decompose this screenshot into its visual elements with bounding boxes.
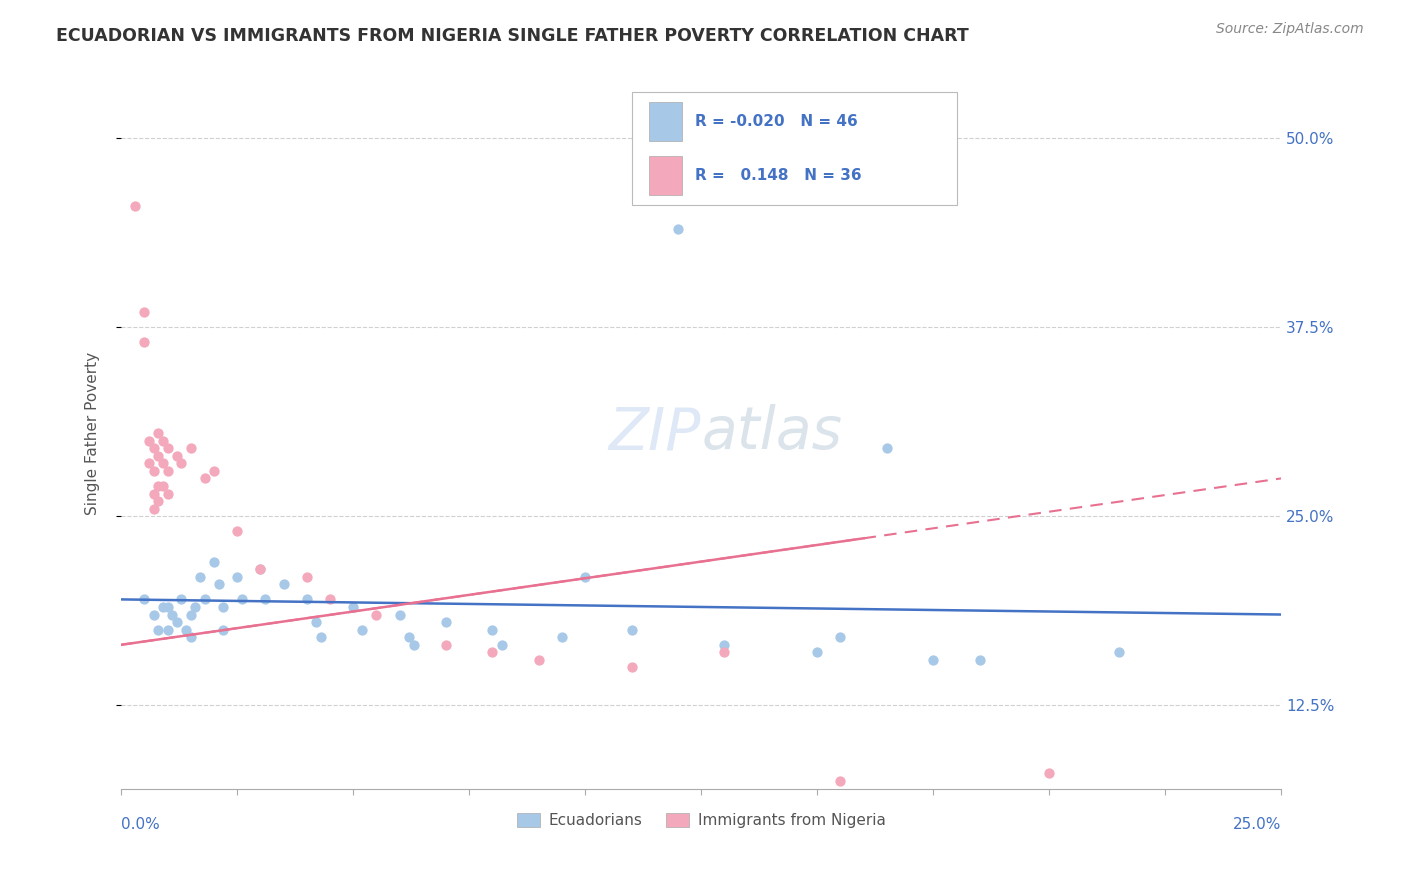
Point xyxy=(253,592,276,607)
Point xyxy=(142,501,165,516)
Point xyxy=(194,471,217,485)
Point xyxy=(551,630,574,644)
Point xyxy=(713,638,735,652)
Point xyxy=(922,653,945,667)
Point xyxy=(160,607,183,622)
Point xyxy=(170,456,193,470)
Point xyxy=(207,577,229,591)
Point xyxy=(148,479,170,493)
Point xyxy=(152,434,174,448)
Point xyxy=(194,592,217,607)
Point xyxy=(574,570,596,584)
Text: ZIP: ZIP xyxy=(609,404,702,461)
Point xyxy=(156,441,179,455)
Bar xyxy=(650,156,682,194)
Point xyxy=(305,615,328,629)
Point xyxy=(180,630,202,644)
Legend: Ecuadorians, Immigrants from Nigeria: Ecuadorians, Immigrants from Nigeria xyxy=(510,807,891,834)
Text: Source: ZipAtlas.com: Source: ZipAtlas.com xyxy=(1216,22,1364,37)
Point xyxy=(202,464,225,478)
Point xyxy=(124,199,146,213)
Point xyxy=(174,623,197,637)
Point xyxy=(309,630,332,644)
Point xyxy=(481,645,503,659)
Point xyxy=(156,623,179,637)
Point xyxy=(148,425,170,440)
Point xyxy=(830,774,852,789)
Point xyxy=(142,486,165,500)
Point xyxy=(188,570,211,584)
Text: atlas: atlas xyxy=(702,404,842,461)
Point xyxy=(527,653,550,667)
Point xyxy=(166,615,188,629)
Point xyxy=(138,456,160,470)
Bar xyxy=(650,103,682,142)
Point xyxy=(170,592,193,607)
Point xyxy=(212,599,235,614)
Point xyxy=(249,562,271,576)
Point xyxy=(830,630,852,644)
Point xyxy=(152,479,174,493)
Point xyxy=(156,599,179,614)
Point xyxy=(156,464,179,478)
Point xyxy=(226,570,249,584)
Point xyxy=(388,607,411,622)
Y-axis label: Single Father Poverty: Single Father Poverty xyxy=(86,351,100,515)
Point xyxy=(876,441,898,455)
FancyBboxPatch shape xyxy=(631,92,956,205)
Text: 0.0%: 0.0% xyxy=(121,817,160,832)
Point xyxy=(295,570,318,584)
Point xyxy=(295,592,318,607)
Point xyxy=(352,623,374,637)
Point xyxy=(1108,645,1130,659)
Point xyxy=(231,592,253,607)
Point xyxy=(249,562,271,576)
Point xyxy=(184,599,207,614)
Point xyxy=(226,524,249,539)
Point xyxy=(180,607,202,622)
Point xyxy=(152,456,174,470)
Point xyxy=(319,592,342,607)
Point xyxy=(142,607,165,622)
Point xyxy=(273,577,295,591)
Point xyxy=(402,638,425,652)
Point xyxy=(434,638,457,652)
Point xyxy=(166,449,188,463)
Point xyxy=(148,623,170,637)
Point xyxy=(138,434,160,448)
Point xyxy=(434,615,457,629)
Point xyxy=(491,638,513,652)
Text: R =   0.148   N = 36: R = 0.148 N = 36 xyxy=(696,168,862,183)
Text: ECUADORIAN VS IMMIGRANTS FROM NIGERIA SINGLE FATHER POVERTY CORRELATION CHART: ECUADORIAN VS IMMIGRANTS FROM NIGERIA SI… xyxy=(56,27,969,45)
Point xyxy=(156,486,179,500)
Point xyxy=(148,494,170,508)
Text: R = -0.020   N = 46: R = -0.020 N = 46 xyxy=(696,114,858,129)
Point xyxy=(134,305,156,319)
Point xyxy=(481,623,503,637)
Point xyxy=(620,623,643,637)
Point xyxy=(806,645,828,659)
Point xyxy=(713,645,735,659)
Point xyxy=(134,592,156,607)
Text: 25.0%: 25.0% xyxy=(1233,817,1281,832)
Point xyxy=(142,464,165,478)
Point xyxy=(366,607,388,622)
Point xyxy=(620,660,643,674)
Point xyxy=(180,441,202,455)
Point xyxy=(152,599,174,614)
Point xyxy=(666,221,689,235)
Point xyxy=(969,653,991,667)
Point xyxy=(142,441,165,455)
Point xyxy=(1038,766,1060,780)
Point xyxy=(342,599,364,614)
Point xyxy=(398,630,420,644)
Point xyxy=(148,449,170,463)
Point xyxy=(202,555,225,569)
Point xyxy=(212,623,235,637)
Point xyxy=(134,335,156,350)
